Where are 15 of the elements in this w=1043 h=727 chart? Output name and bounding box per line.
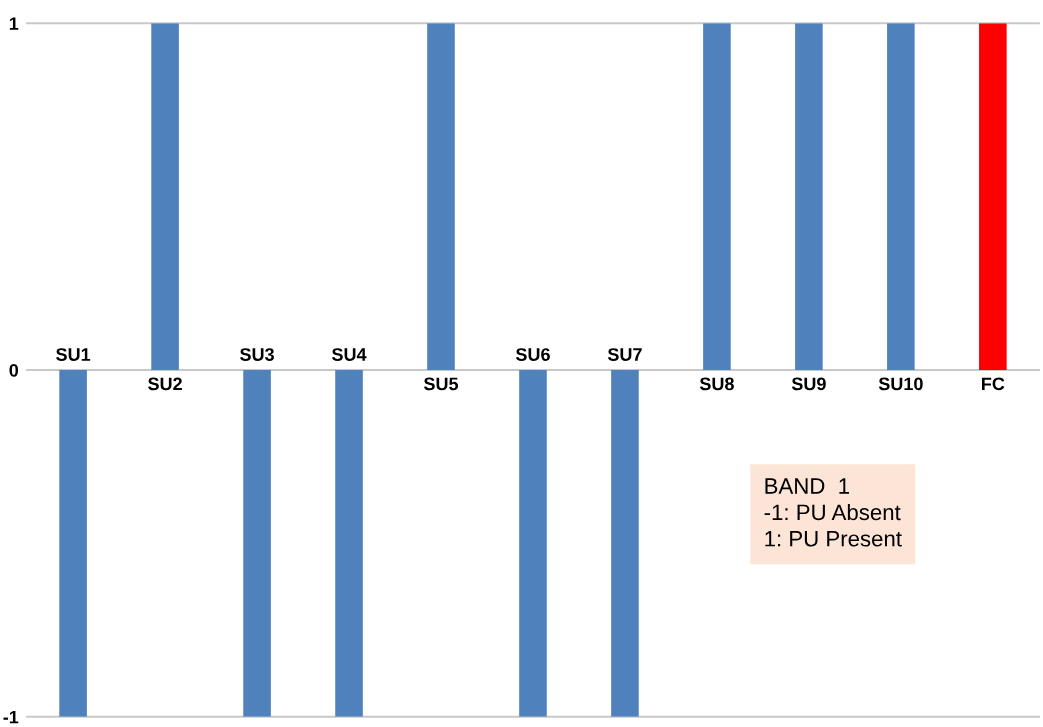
x-tick-label: SU2 [148, 377, 182, 391]
x-tick-label: FC [982, 377, 1005, 391]
x-tick-label: SU7 [607, 348, 642, 361]
y-tick-label: 0 [9, 363, 19, 377]
x-tick-label: SU6 [515, 348, 550, 361]
annotation: BAND 1 -1: PU Absent 1: PU Present [764, 478, 902, 547]
y-tick-label: -1 [3, 710, 19, 724]
x-tick-label: SU8 [699, 377, 734, 391]
y-tick-label: 1 [9, 17, 19, 30]
x-tick-label: SU10 [878, 377, 923, 391]
x-tick-label: SU3 [240, 348, 274, 361]
x-tick-label: SU1 [56, 348, 91, 361]
x-tick-label: SU9 [791, 377, 826, 391]
x-tick-label: SU4 [331, 348, 367, 361]
x-tick-label: SU5 [423, 377, 459, 391]
